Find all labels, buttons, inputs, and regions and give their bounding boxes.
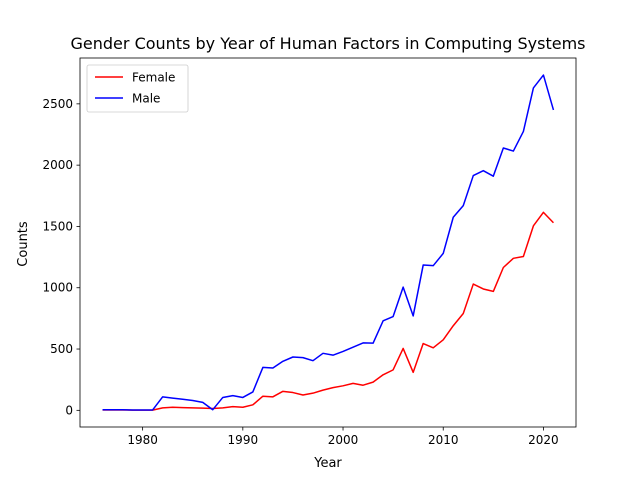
legend: Female Male: [86, 64, 189, 113]
x-tick-label: 2010: [428, 433, 459, 447]
y-tick-label: 1500: [42, 219, 73, 233]
y-axis: 0 500 1000 1500 2000 2500: [42, 97, 80, 417]
y-tick-label: 1000: [42, 281, 73, 295]
y-tick-label: 2000: [42, 158, 73, 172]
x-tick-label: 1990: [228, 433, 259, 447]
series-line-male: [102, 74, 555, 411]
x-tick-label: 2000: [328, 433, 359, 447]
y-axis-label: Counts: [16, 221, 31, 267]
x-axis: 1980 1990 2000 2010 2020: [127, 427, 559, 447]
y-tick-label: 0: [65, 403, 73, 417]
x-tick-label: 2020: [528, 433, 559, 447]
series-line-female: [102, 211, 554, 411]
legend-label-female: Female: [132, 71, 175, 85]
y-tick-label: 500: [50, 342, 73, 356]
plot-area: [79, 57, 577, 428]
x-axis-label: Year: [313, 456, 342, 471]
chart-title: Gender Counts by Year of Human Factors i…: [71, 34, 586, 53]
y-tick-label: 2500: [42, 97, 73, 111]
x-tick-label: 1980: [127, 433, 158, 447]
legend-label-male: Male: [132, 92, 160, 106]
axes-frame: [79, 57, 577, 428]
